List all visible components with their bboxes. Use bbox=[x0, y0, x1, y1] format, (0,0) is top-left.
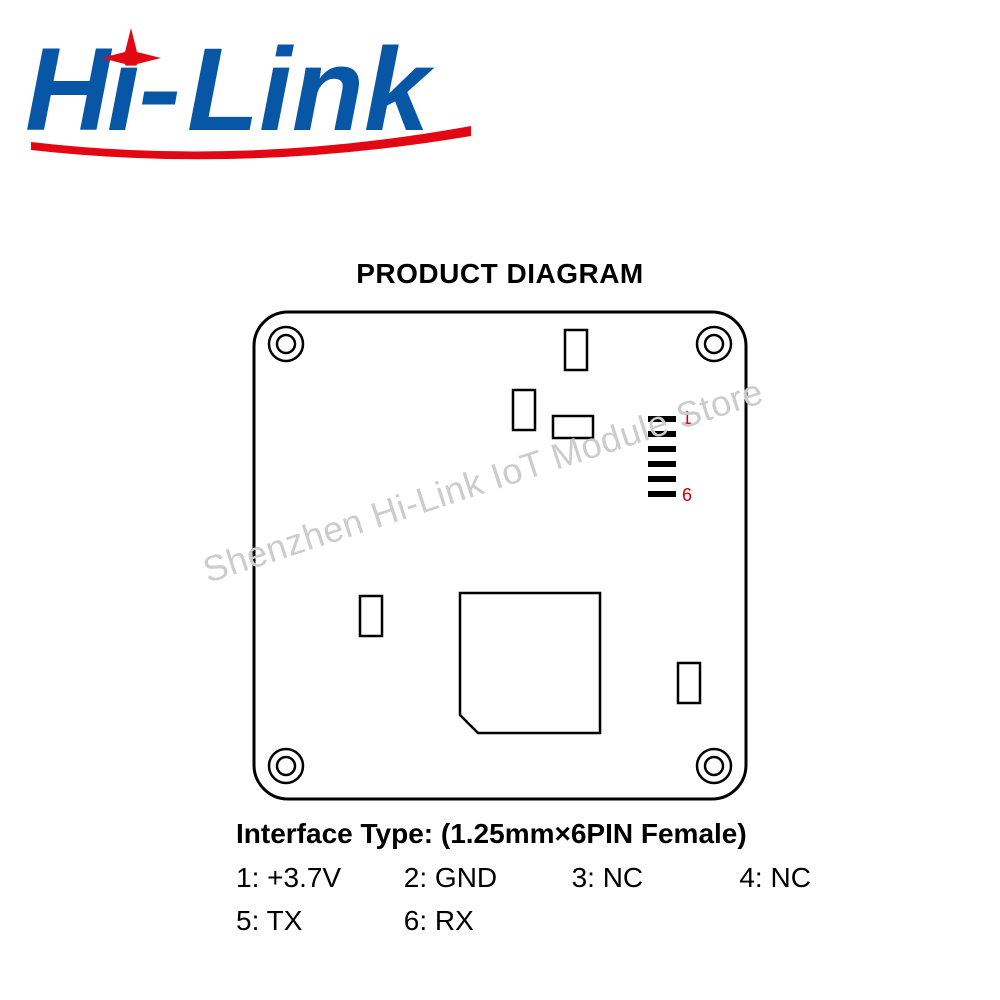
interface-value: (1.25mm×6PIN Female) bbox=[441, 818, 747, 849]
pin-row-1: 1: +3.7V 2: GND 3: NC 4: NC bbox=[236, 862, 899, 894]
pin-4: 4: NC bbox=[739, 862, 899, 894]
pin-2: 2: GND bbox=[404, 862, 564, 894]
pin-1: 1: +3.7V bbox=[236, 862, 396, 894]
svg-text:ı: ı bbox=[107, 24, 140, 156]
interface-type-line: Interface Type: (1.25mm×6PIN Female) bbox=[236, 818, 747, 850]
svg-text:1: 1 bbox=[682, 408, 692, 428]
svg-text:H: H bbox=[25, 24, 113, 156]
board-diagram: 16 bbox=[250, 308, 750, 803]
interface-prefix: Interface Type: bbox=[236, 818, 441, 849]
pin-5: 5: TX bbox=[236, 905, 396, 937]
hilink-logo: H ı Link bbox=[25, 22, 475, 162]
svg-text:Link: Link bbox=[187, 24, 435, 156]
diagram-title: PRODUCT DIAGRAM bbox=[0, 258, 1000, 290]
pin-3: 3: NC bbox=[572, 862, 732, 894]
pin-row-2: 5: TX 6: RX bbox=[236, 905, 564, 937]
svg-text:6: 6 bbox=[682, 485, 692, 505]
pin-6: 6: RX bbox=[404, 905, 564, 937]
